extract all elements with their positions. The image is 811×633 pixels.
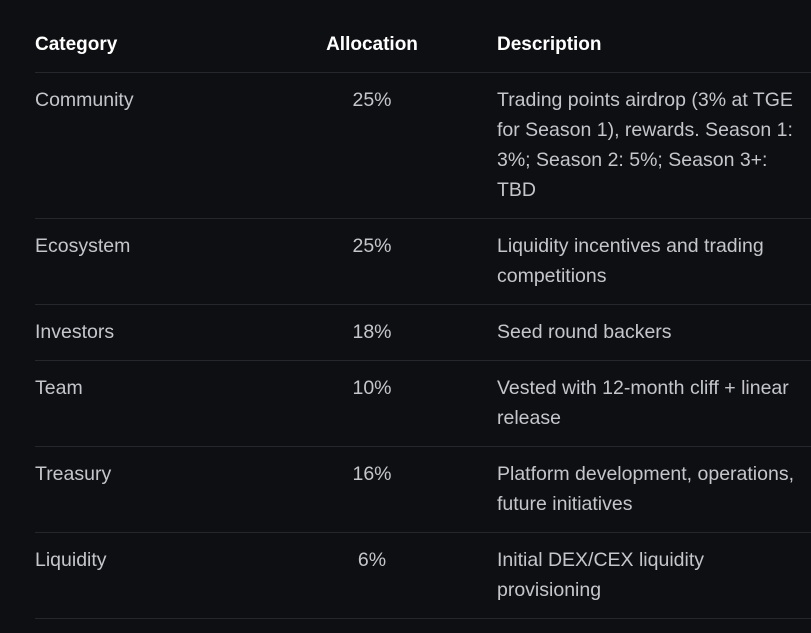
table-row: Team 10% Vested with 12-month cliff + line… [35,360,811,447]
table-cell: Team [35,360,247,447]
header-row: Category Allocation Description [35,0,811,73]
table-body: Community 25% Trading points airdrop (3% a… [35,72,811,619]
table-row: Ecosystem 25% Liquidity incentives and tra… [35,218,811,305]
allocation-table: Category Allocation Description Communit… [35,0,811,619]
table-row: Liquidity 6% Initial DEX/CEX liquidity pro… [35,532,811,619]
table-cell: Community [35,72,247,219]
table-cell: 10% [247,360,497,447]
table-row: Treasury 16% Platform development, operati… [35,446,811,533]
table-cell: Ecosystem [35,218,247,305]
table-cell: Liquidity incentives and trading competi… [497,218,811,305]
table-cell: Liquidity [35,532,247,619]
table-cell: Treasury [35,446,247,533]
table-cell: 25% [247,218,497,305]
header-cell: Category [35,34,118,55]
table-cell: 16% [247,446,497,533]
table-cell: Initial DEX/CEX liquidity provisioning [497,532,811,619]
header-cell: Allocation [326,34,418,55]
table-cell: 6% [247,532,497,619]
table-cell: 25% [247,72,497,219]
table-cell: 18% [247,304,497,361]
table-cell: Vested with 12-month cliff + linear rele… [497,360,811,447]
table-cell: Trading points airdrop (3% at TGE for Se… [497,72,811,219]
table-row: Community 25% Trading points airdrop (3% a… [35,72,811,219]
table-cell: Investors [35,304,247,361]
header-cell: Description [497,34,602,55]
table-row: Investors 18% Seed round backers [35,304,811,361]
table-cell: Platform development, operations, future… [497,446,811,533]
table-cell: Seed round backers [497,304,811,361]
